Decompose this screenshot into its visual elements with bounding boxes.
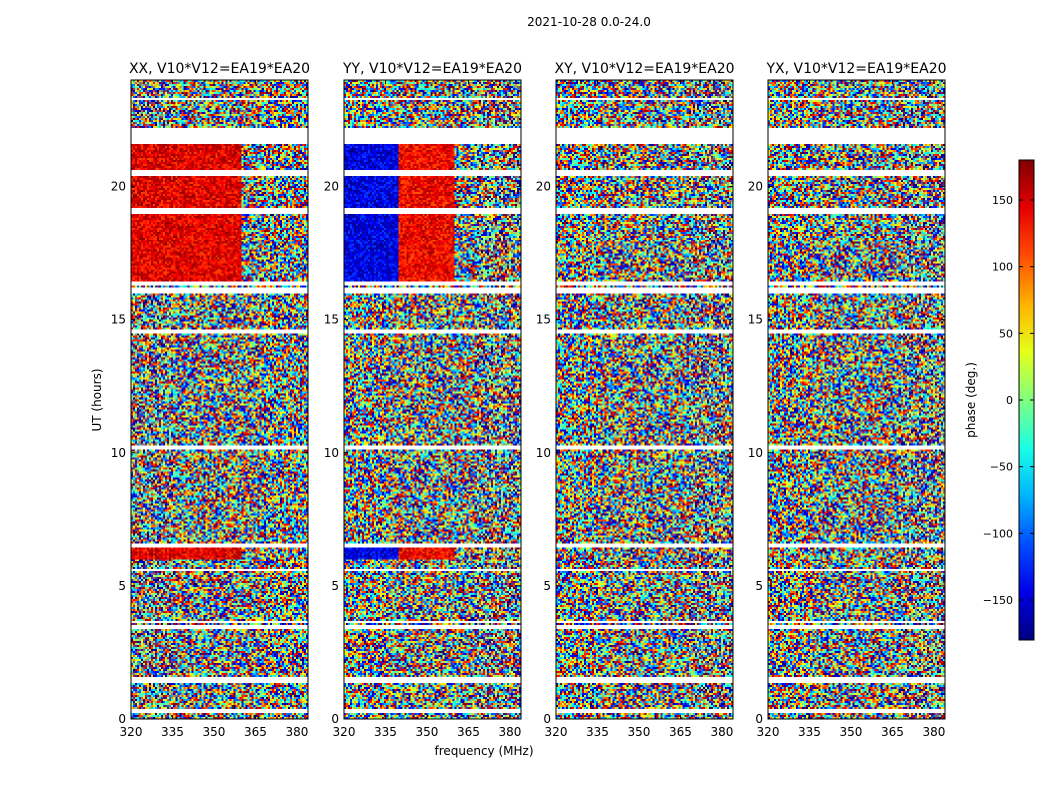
panel-frame xyxy=(555,79,734,720)
panel-title: XY, V10*V12=EA19*EA20 xyxy=(554,61,734,77)
panel-yx: YX, V10*V12=EA19*EA20 320 335 350 365 380 0 5 10… xyxy=(748,61,947,739)
y-tick-label: 0 xyxy=(331,712,339,726)
colorbar: −150 −100 −50 0 50 100 150 phase (deg.) xyxy=(964,159,1035,641)
colorbar-tick-label: −150 xyxy=(983,594,1013,607)
x-tick-label: 320 xyxy=(545,725,568,739)
colorbar-tick-label: −100 xyxy=(983,527,1013,540)
phase-heatmap xyxy=(344,80,521,719)
y-tick-label: 0 xyxy=(755,712,763,726)
y-tick-label: 15 xyxy=(324,313,339,327)
y-tick-label: 10 xyxy=(536,446,551,460)
x-tick-label: 350 xyxy=(628,725,651,739)
x-tick-label: 335 xyxy=(374,725,397,739)
colorbar-label: phase (deg.) xyxy=(964,362,978,438)
y-tick-label: 15 xyxy=(536,313,551,327)
panel-xy: XY, V10*V12=EA19*EA20 320 335 350 365 380 0 5 10… xyxy=(536,61,735,739)
x-axis-label: frequency (MHz) xyxy=(434,744,533,758)
x-tick-label: 350 xyxy=(416,725,439,739)
panels: XX, V10*V12=EA19*EA20 320 335 350 365 380 0 5 10… xyxy=(111,61,947,739)
panel-frame xyxy=(343,79,522,720)
phase-heatmap xyxy=(131,80,308,719)
figure-suptitle: 2021-10-28 0.0-24.0 xyxy=(527,15,651,29)
x-tick-label: 350 xyxy=(203,725,226,739)
phase-heatmap xyxy=(768,80,945,719)
x-tick-label: 365 xyxy=(457,725,480,739)
panel-frame xyxy=(130,79,309,720)
x-tick-label: 365 xyxy=(881,725,904,739)
x-tick-label: 320 xyxy=(333,725,356,739)
y-tick-label: 5 xyxy=(755,579,763,593)
x-tick-label: 380 xyxy=(498,725,521,739)
x-tick-label: 320 xyxy=(120,725,143,739)
y-tick-label: 10 xyxy=(324,446,339,460)
x-tick-label: 365 xyxy=(244,725,267,739)
y-tick-label: 10 xyxy=(111,446,126,460)
x-tick-label: 365 xyxy=(669,725,692,739)
colorbar-tick-label: 100 xyxy=(992,261,1013,274)
y-tick-label: 15 xyxy=(748,313,763,327)
panel-title: YX, V10*V12=EA19*EA20 xyxy=(765,61,946,77)
colorbar-tick-label: −50 xyxy=(990,461,1013,474)
x-tick-label: 380 xyxy=(922,725,945,739)
x-tick-label: 335 xyxy=(798,725,821,739)
colorbar-tick-label: 50 xyxy=(999,327,1013,340)
y-tick-label: 5 xyxy=(543,579,551,593)
y-tick-label: 20 xyxy=(111,180,126,194)
y-axis-label: UT (hours) xyxy=(90,368,104,431)
x-tick-label: 335 xyxy=(161,725,184,739)
y-tick-label: 5 xyxy=(118,579,126,593)
y-tick-label: 0 xyxy=(118,712,126,726)
x-tick-label: 380 xyxy=(710,725,733,739)
y-tick-label: 15 xyxy=(111,313,126,327)
y-tick-label: 20 xyxy=(748,180,763,194)
y-tick-label: 20 xyxy=(536,180,551,194)
phase-heatmap xyxy=(556,80,733,719)
y-tick-label: 10 xyxy=(748,446,763,460)
colorbar-tick-label: 150 xyxy=(992,194,1013,207)
x-tick-label: 335 xyxy=(586,725,609,739)
panel-title: XX, V10*V12=EA19*EA20 xyxy=(129,61,310,77)
x-tick-label: 320 xyxy=(757,725,780,739)
panel-title: YY, V10*V12=EA19*EA20 xyxy=(342,61,522,77)
panel-frame xyxy=(767,79,946,720)
panel-yy: YY, V10*V12=EA19*EA20 320 335 350 365 380 0 5 10… xyxy=(324,61,522,739)
colorbar-tick-label: 0 xyxy=(1006,394,1013,407)
x-tick-label: 380 xyxy=(285,725,308,739)
y-tick-label: 5 xyxy=(331,579,339,593)
panel-xx: XX, V10*V12=EA19*EA20 320 335 350 365 380 0 5 10… xyxy=(111,61,310,739)
x-tick-label: 350 xyxy=(840,725,863,739)
y-tick-label: 20 xyxy=(324,180,339,194)
y-tick-label: 0 xyxy=(543,712,551,726)
